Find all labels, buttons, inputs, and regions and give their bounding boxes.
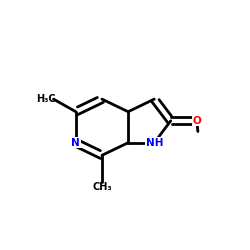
Text: N: N (72, 138, 80, 148)
Text: H₃C: H₃C (36, 94, 56, 104)
Text: CH₃: CH₃ (92, 182, 112, 192)
Text: O: O (192, 116, 201, 126)
Text: NH: NH (146, 138, 163, 148)
